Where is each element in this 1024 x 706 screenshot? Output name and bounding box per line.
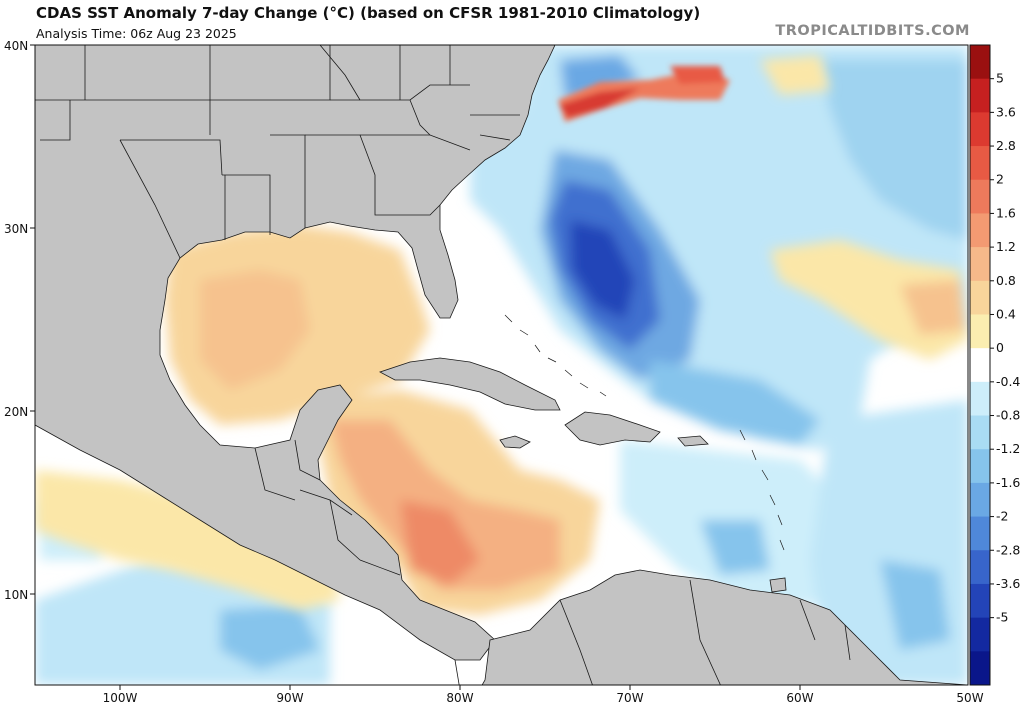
analysis-time: Analysis Time: 06z Aug 23 2025 bbox=[36, 26, 237, 41]
colorbar-label: -2 bbox=[996, 509, 1008, 524]
colorbar-swatch bbox=[970, 247, 990, 282]
colorbar-label: 5 bbox=[996, 71, 1004, 86]
lon-label-90w: 90W bbox=[276, 691, 303, 705]
lon-label-100w: 100W bbox=[103, 691, 138, 705]
colorbar-swatch bbox=[970, 112, 990, 147]
lon-label-50w: 50W bbox=[956, 691, 983, 705]
colorbar-swatch bbox=[970, 651, 990, 686]
colorbar-swatch bbox=[970, 415, 990, 450]
colorbar-swatch bbox=[970, 213, 990, 248]
land-masses bbox=[35, 45, 968, 685]
colorbar-label: 1.6 bbox=[996, 205, 1016, 220]
colorbar-label: 0.8 bbox=[996, 273, 1016, 288]
colorbar-swatch bbox=[970, 482, 990, 518]
lon-label-70w: 70W bbox=[616, 691, 643, 705]
colorbar-label: 2.8 bbox=[996, 138, 1016, 153]
colorbar-frame bbox=[969, 44, 991, 686]
colorbar-swatch bbox=[970, 78, 990, 113]
colorbar-label: 0.4 bbox=[996, 306, 1016, 321]
lon-label-80w: 80W bbox=[446, 691, 473, 705]
gulf-stream-warm-streak bbox=[558, 66, 730, 122]
colorbar-swatch bbox=[970, 314, 990, 349]
colorbar-label: -1.2 bbox=[996, 441, 1020, 456]
colorbar-swatch bbox=[970, 583, 990, 619]
colorbar-swatch bbox=[970, 280, 990, 315]
colorbar-label: -0.8 bbox=[996, 408, 1020, 423]
positive-anomaly-field bbox=[35, 55, 968, 615]
colorbar-swatch bbox=[970, 381, 990, 417]
map-title: CDAS SST Anomaly 7-day Change (°C) (base… bbox=[36, 4, 701, 22]
colorbar-swatch bbox=[970, 617, 990, 652]
colorbar-label: 0 bbox=[996, 340, 1004, 355]
small-islands bbox=[504, 314, 785, 551]
colorbar-label: 1.2 bbox=[996, 239, 1016, 254]
longitude-axis: 100W 90W 80W 70W 60W 50W bbox=[103, 685, 984, 705]
colorbar-label: -2.8 bbox=[996, 542, 1020, 557]
colorbar-swatch bbox=[970, 179, 990, 214]
colorbar-swatch bbox=[970, 146, 990, 181]
colorbar-label: -0.4 bbox=[996, 374, 1020, 389]
colorbar-label: 3.6 bbox=[996, 104, 1016, 119]
colorbar-label: -3.6 bbox=[996, 576, 1020, 591]
latitude-axis: 40N 30N 20N 10N bbox=[4, 39, 35, 602]
map-plot-area bbox=[35, 45, 968, 685]
map-frame bbox=[34, 44, 969, 686]
lon-label-60w: 60W bbox=[786, 691, 813, 705]
colorbar-swatch bbox=[970, 45, 990, 80]
political-borders bbox=[35, 45, 851, 685]
colorbar-label: -5 bbox=[996, 610, 1008, 625]
colorbar-label: 2 bbox=[996, 172, 1004, 187]
lat-label-20n: 20N bbox=[4, 405, 28, 419]
lat-label-10n: 10N bbox=[4, 588, 28, 602]
colorbar-swatch bbox=[970, 348, 990, 383]
colorbar-swatch bbox=[970, 449, 990, 484]
colorbar-swatch bbox=[970, 550, 990, 585]
lat-label-40n: 40N bbox=[4, 39, 28, 53]
brand-watermark: TROPICALTIDBITS.COM bbox=[775, 23, 970, 39]
colorbar-swatch bbox=[970, 516, 990, 551]
colorbar-label: -1.6 bbox=[996, 475, 1020, 490]
colorbar: 5 3.6 2.8 2 1.6 1.2 0.8 0.4 0 -0.4 -0.8 -1.2 -1.6 -2 -… bbox=[969, 44, 1020, 686]
lat-label-30n: 30N bbox=[4, 222, 28, 236]
